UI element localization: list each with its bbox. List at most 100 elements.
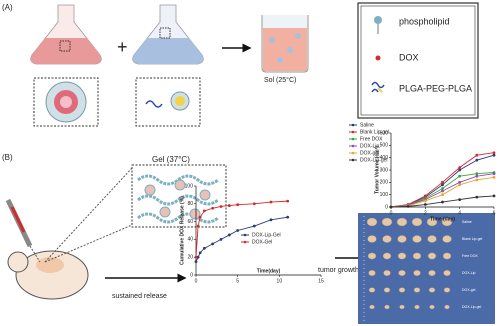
- photo-row-label: Free DOX: [462, 254, 478, 258]
- tumor: [442, 252, 452, 260]
- y-tick-label: 500: [380, 143, 389, 149]
- tumor: [382, 252, 392, 260]
- tumor: [367, 235, 377, 243]
- data-point: [219, 205, 223, 208]
- x-tick-label: 0: [390, 210, 393, 216]
- tumor: [384, 304, 390, 310]
- y-tick-label: 300: [380, 167, 389, 173]
- data-point: [458, 174, 462, 178]
- data-point: [196, 224, 200, 228]
- data-point: [211, 242, 215, 246]
- legend-label: Blank Lip-gel: [360, 129, 389, 135]
- data-point: [389, 205, 393, 209]
- data-point: [202, 209, 206, 213]
- data-point: [475, 195, 479, 199]
- tumor: [443, 270, 451, 277]
- tumor: [412, 235, 422, 243]
- legend-label: DOX-Lip-Gel: [252, 232, 281, 238]
- data-point: [492, 194, 496, 198]
- photo-row-label: Saline: [462, 220, 472, 224]
- x-tick-label: 2: [424, 210, 427, 216]
- y-tick-label: 400: [380, 155, 389, 161]
- legend-swatch: [351, 123, 355, 127]
- panel-label: (A): [2, 3, 13, 12]
- data-point: [423, 203, 427, 206]
- data-point: [286, 215, 290, 219]
- data-point: [458, 180, 462, 184]
- tumor: [397, 235, 407, 243]
- data-point: [252, 202, 256, 206]
- tumor: [428, 287, 436, 293]
- y-tick-label: 80: [187, 201, 193, 207]
- data-point: [441, 187, 444, 190]
- data-point: [211, 206, 215, 210]
- data-point: [196, 255, 200, 259]
- x-tick-label: 6: [493, 210, 496, 216]
- tumor: [366, 217, 378, 227]
- data-point: [458, 198, 462, 202]
- data-point: [227, 204, 231, 207]
- y-tick-label: 0: [190, 272, 193, 278]
- tumor: [382, 235, 392, 243]
- data-point: [194, 255, 198, 259]
- photo-row-label: DOX-gel: [462, 288, 476, 292]
- data-point: [198, 215, 202, 219]
- x-tick-label: 4: [458, 210, 461, 216]
- data-point: [219, 238, 223, 241]
- data-point: [227, 233, 231, 237]
- y-tick-label: 0: [385, 204, 388, 210]
- data-point: [202, 246, 206, 250]
- beaker: [261, 15, 309, 73]
- y-axis-label: Tumor Volume (cm³): [374, 146, 380, 194]
- data-point: [492, 172, 496, 176]
- tumor: [411, 217, 423, 227]
- tumor-photo: Saline Blank Lip-gel Free DOX DOX-Lip DOX-ge…: [358, 213, 495, 324]
- arrow-label: sustained release: [112, 293, 167, 300]
- data-point: [236, 229, 240, 232]
- data-point: [269, 218, 273, 222]
- y-axis-label: Cumulative DOX Release (%): [179, 196, 185, 265]
- legend-swatch: [351, 137, 355, 141]
- tumor: [367, 252, 377, 260]
- tumor: [398, 270, 406, 277]
- x-axis-label: Time (day): [430, 216, 455, 222]
- tumor: [383, 270, 391, 277]
- data-point: [441, 193, 444, 197]
- legend-swatch: [351, 151, 355, 155]
- data-point: [475, 178, 479, 182]
- legend-label: Free DOX: [360, 136, 383, 142]
- data-point: [286, 199, 290, 203]
- data-point: [458, 168, 462, 172]
- legend-swatch: [351, 130, 355, 134]
- data-point: [441, 183, 444, 187]
- data-point: [458, 183, 462, 187]
- tumor: [397, 252, 407, 260]
- data-point: [475, 158, 479, 162]
- y-tick-label: 20: [187, 255, 193, 261]
- legend-label: Saline: [360, 122, 374, 128]
- legend-swatch: [243, 240, 247, 244]
- tumor: [427, 252, 437, 260]
- legend-box: [357, 2, 479, 119]
- gel-label: Gel (37°C): [152, 155, 190, 164]
- data-point: [194, 260, 198, 264]
- data-point: [423, 199, 427, 203]
- y-tick-label: 200: [380, 180, 389, 186]
- legend-label: DOX-Lip-gel: [360, 157, 388, 163]
- y-tick-label: 600: [380, 130, 389, 136]
- mouse: [5, 167, 133, 300]
- legend-label: DOX-Gel: [252, 239, 272, 245]
- data-point: [458, 166, 462, 169]
- y-tick-label: 60: [187, 219, 193, 225]
- data-point: [252, 224, 256, 228]
- arrow-label: tumor growth inhibition: [318, 267, 389, 274]
- panel-label: (B): [2, 153, 13, 162]
- tumor: [426, 217, 438, 227]
- tumor: [381, 217, 393, 227]
- tumor: [428, 270, 436, 277]
- tumor: [413, 287, 421, 293]
- sol-label: Sol (25°C): [264, 76, 296, 84]
- tumor: [427, 235, 437, 243]
- legend-label: PLGA-PEG-PLGA: [399, 83, 472, 93]
- x-axis-label: Time(day): [257, 268, 281, 274]
